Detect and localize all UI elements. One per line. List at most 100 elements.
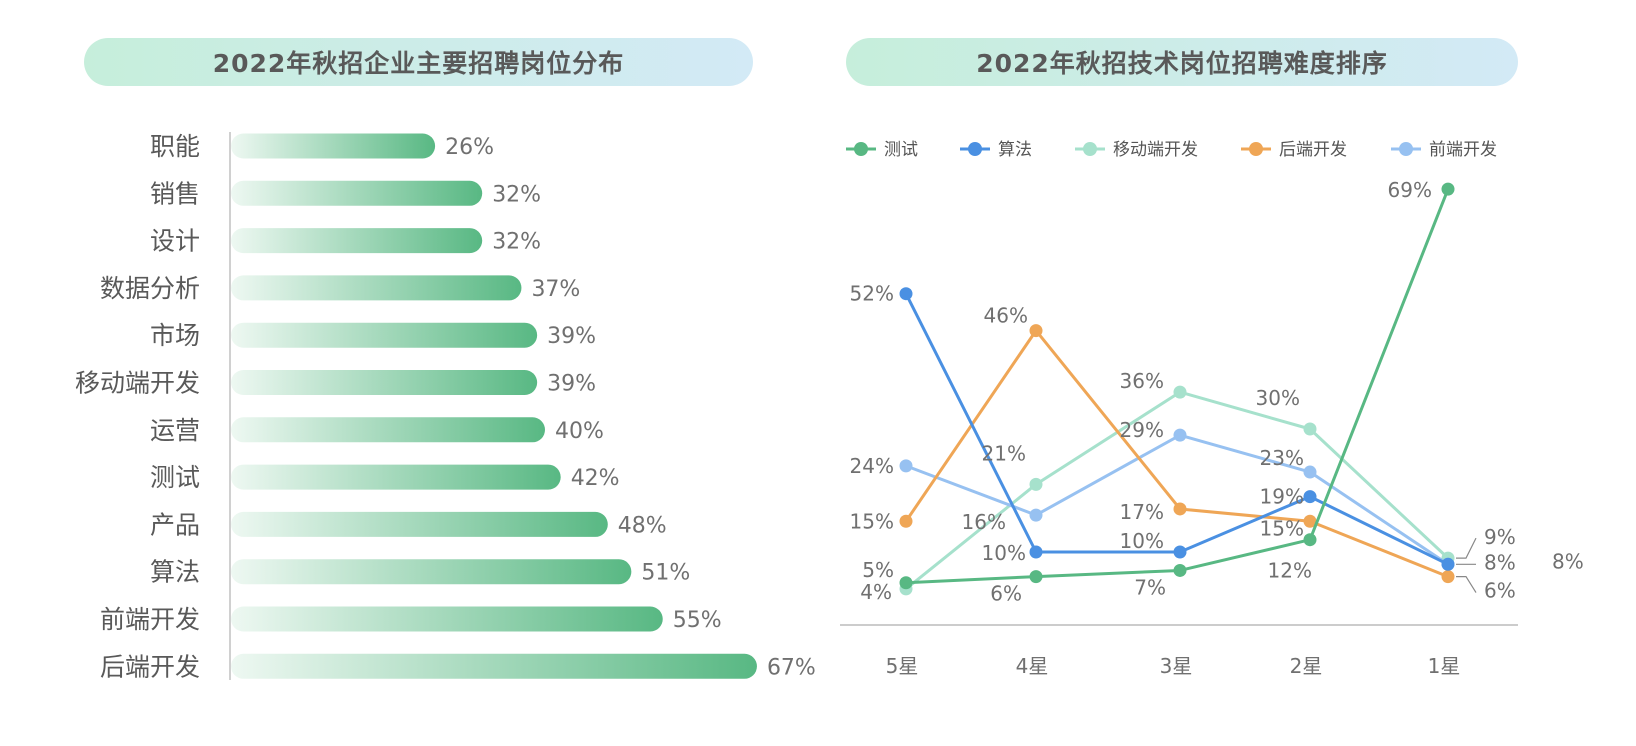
data-point [1029, 545, 1043, 559]
bar-value-label: 39% [547, 324, 596, 349]
data-point [1173, 428, 1187, 442]
data-point [1303, 533, 1317, 547]
bar-category-label: 测试 [150, 463, 200, 492]
bar-category-label: 前端开发 [100, 605, 200, 634]
data-label: 21% [982, 441, 1026, 465]
legend-marker [1249, 142, 1263, 156]
legend-label: 移动端开发 [1113, 140, 1198, 160]
data-label: 12% [1268, 559, 1312, 583]
data-label: 9% [1484, 525, 1516, 549]
bar-category-label: 数据分析 [100, 274, 200, 303]
bar-chart: 职能 26% 销售 32% 设计 32% 数据分析 37% 市场 39% 移动端开发 39% 运营 40%… [75, 132, 816, 681]
leader-line [1456, 537, 1477, 559]
data-point [1029, 570, 1043, 584]
bar-value-label: 39% [547, 372, 596, 397]
x-tick-label: 5星 [886, 654, 919, 678]
x-tick-label: 2星 [1290, 654, 1323, 678]
bar-category-label: 运营 [150, 416, 200, 445]
legend-label: 测试 [884, 140, 918, 160]
data-point [899, 459, 913, 473]
bar-value-label: 55% [673, 608, 722, 633]
bar [231, 559, 632, 585]
bar-value-label: 42% [571, 466, 620, 491]
leader-line [1456, 575, 1477, 593]
bar [231, 606, 663, 632]
data-point [899, 576, 913, 590]
data-point [1173, 502, 1187, 516]
legend-marker [854, 142, 868, 156]
data-label: 52% [850, 282, 894, 306]
legend-label: 算法 [998, 140, 1032, 160]
legend-label: 后端开发 [1279, 140, 1347, 160]
x-tick-label: 1星 [1428, 654, 1461, 678]
bar-value-label: 51% [641, 561, 690, 586]
data-label: 6% [1484, 579, 1516, 603]
bar-category-label: 后端开发 [100, 652, 200, 681]
bar-value-label: 48% [618, 513, 667, 538]
bar [231, 370, 538, 395]
legend-label: 前端开发 [1429, 140, 1497, 160]
bar-value-label: 32% [492, 182, 541, 207]
data-label: 29% [1120, 418, 1164, 442]
bar [231, 653, 757, 679]
bar-category-label: 产品 [150, 510, 200, 539]
data-label: 30% [1256, 386, 1300, 410]
bar-category-label: 销售 [150, 179, 200, 208]
bar-value-label: 67% [767, 655, 816, 680]
data-label: 10% [982, 541, 1026, 565]
legend-marker [968, 142, 982, 156]
data-point [1303, 465, 1317, 479]
x-tick-label: 3星 [1160, 654, 1193, 678]
data-label: 8% [1484, 550, 1516, 574]
data-point [1441, 570, 1455, 584]
data-label: 23% [1260, 446, 1304, 470]
bar-category-label: 设计 [150, 227, 200, 256]
line-chart: 5星 4星 3星 2星 1星 测试 算法 移动端开发 后端开发 前端开发 5% 6% 7% 12% 69% 5… [840, 140, 1584, 678]
bar-value-label: 40% [555, 419, 604, 444]
data-point [1303, 514, 1317, 528]
bar-category-label: 移动端开发 [75, 369, 200, 398]
data-label: 69% [1388, 178, 1432, 202]
data-label: 5% [862, 558, 894, 582]
bar [231, 180, 483, 206]
data-point [1441, 182, 1455, 196]
x-tick-label: 4星 [1016, 654, 1049, 678]
bar [231, 511, 608, 537]
bar-value-label: 32% [492, 230, 541, 255]
data-point [899, 287, 913, 301]
data-label: 19% [1260, 485, 1304, 509]
data-point [1303, 490, 1317, 504]
bar-category-label: 职能 [150, 132, 200, 161]
data-label: 17% [1120, 500, 1164, 524]
bar-category-label: 算法 [150, 558, 200, 587]
data-label: 4% [860, 580, 892, 604]
data-label: 24% [850, 454, 894, 478]
line-chart-title: 2022年秋招技术岗位招聘难度排序 [846, 38, 1518, 86]
data-point [1029, 324, 1043, 338]
data-label: 8% [1552, 549, 1584, 573]
data-label: 6% [990, 582, 1022, 606]
data-label: 36% [1120, 369, 1164, 393]
bar [231, 275, 522, 301]
legend-marker [1399, 142, 1413, 156]
data-point [1173, 563, 1187, 577]
bar [231, 322, 538, 348]
bar [231, 417, 545, 443]
legend-marker [1083, 142, 1097, 156]
bar-value-label: 37% [531, 277, 580, 302]
bar [231, 228, 483, 254]
data-point [899, 514, 913, 528]
data-point [1029, 508, 1043, 522]
data-label: 16% [962, 510, 1006, 534]
bar [231, 464, 561, 490]
bar-value-label: 26% [445, 135, 494, 160]
bar [231, 133, 436, 159]
data-point [1173, 385, 1187, 399]
data-label: 46% [984, 304, 1028, 328]
data-label: 15% [1260, 516, 1304, 540]
data-point [1441, 557, 1455, 571]
data-point [1303, 422, 1317, 436]
bar-chart-title: 2022年秋招企业主要招聘岗位分布 [84, 38, 753, 86]
data-label: 15% [850, 509, 894, 533]
